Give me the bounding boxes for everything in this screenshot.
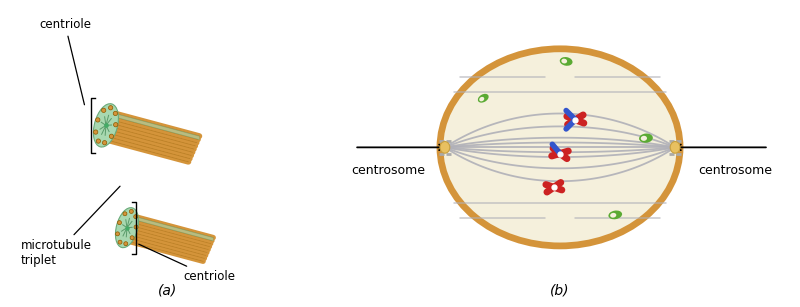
- Ellipse shape: [110, 134, 114, 138]
- Ellipse shape: [134, 215, 138, 219]
- Ellipse shape: [478, 94, 489, 103]
- Polygon shape: [111, 113, 199, 140]
- Text: (b): (b): [550, 284, 570, 298]
- Ellipse shape: [560, 57, 573, 66]
- Ellipse shape: [96, 118, 100, 122]
- Ellipse shape: [102, 108, 106, 112]
- Ellipse shape: [130, 236, 134, 240]
- Ellipse shape: [115, 232, 119, 236]
- Ellipse shape: [123, 212, 127, 216]
- Text: (a): (a): [158, 284, 178, 298]
- Ellipse shape: [114, 111, 118, 116]
- Ellipse shape: [479, 97, 484, 101]
- Text: centriole: centriole: [39, 18, 91, 105]
- Text: centrosome: centrosome: [351, 164, 426, 177]
- Ellipse shape: [610, 213, 616, 218]
- Ellipse shape: [124, 242, 128, 246]
- Ellipse shape: [440, 142, 450, 153]
- Ellipse shape: [118, 240, 122, 244]
- Ellipse shape: [562, 59, 567, 64]
- Ellipse shape: [641, 136, 647, 141]
- Ellipse shape: [114, 122, 118, 127]
- Ellipse shape: [609, 211, 622, 219]
- Polygon shape: [122, 216, 213, 261]
- Text: centrosome: centrosome: [698, 164, 772, 177]
- Text: centriole: centriole: [138, 244, 235, 283]
- Ellipse shape: [118, 221, 122, 225]
- Ellipse shape: [134, 225, 138, 229]
- Ellipse shape: [130, 209, 134, 213]
- Ellipse shape: [96, 139, 101, 143]
- Ellipse shape: [443, 52, 677, 243]
- Ellipse shape: [639, 134, 653, 143]
- Ellipse shape: [94, 104, 118, 147]
- Ellipse shape: [115, 208, 138, 248]
- Text: microtubule
triplet: microtubule triplet: [21, 186, 120, 267]
- Ellipse shape: [109, 106, 113, 110]
- Ellipse shape: [102, 141, 106, 145]
- Polygon shape: [101, 113, 199, 162]
- Ellipse shape: [670, 142, 680, 153]
- Ellipse shape: [94, 130, 98, 134]
- Ellipse shape: [437, 45, 683, 249]
- Polygon shape: [132, 216, 213, 241]
